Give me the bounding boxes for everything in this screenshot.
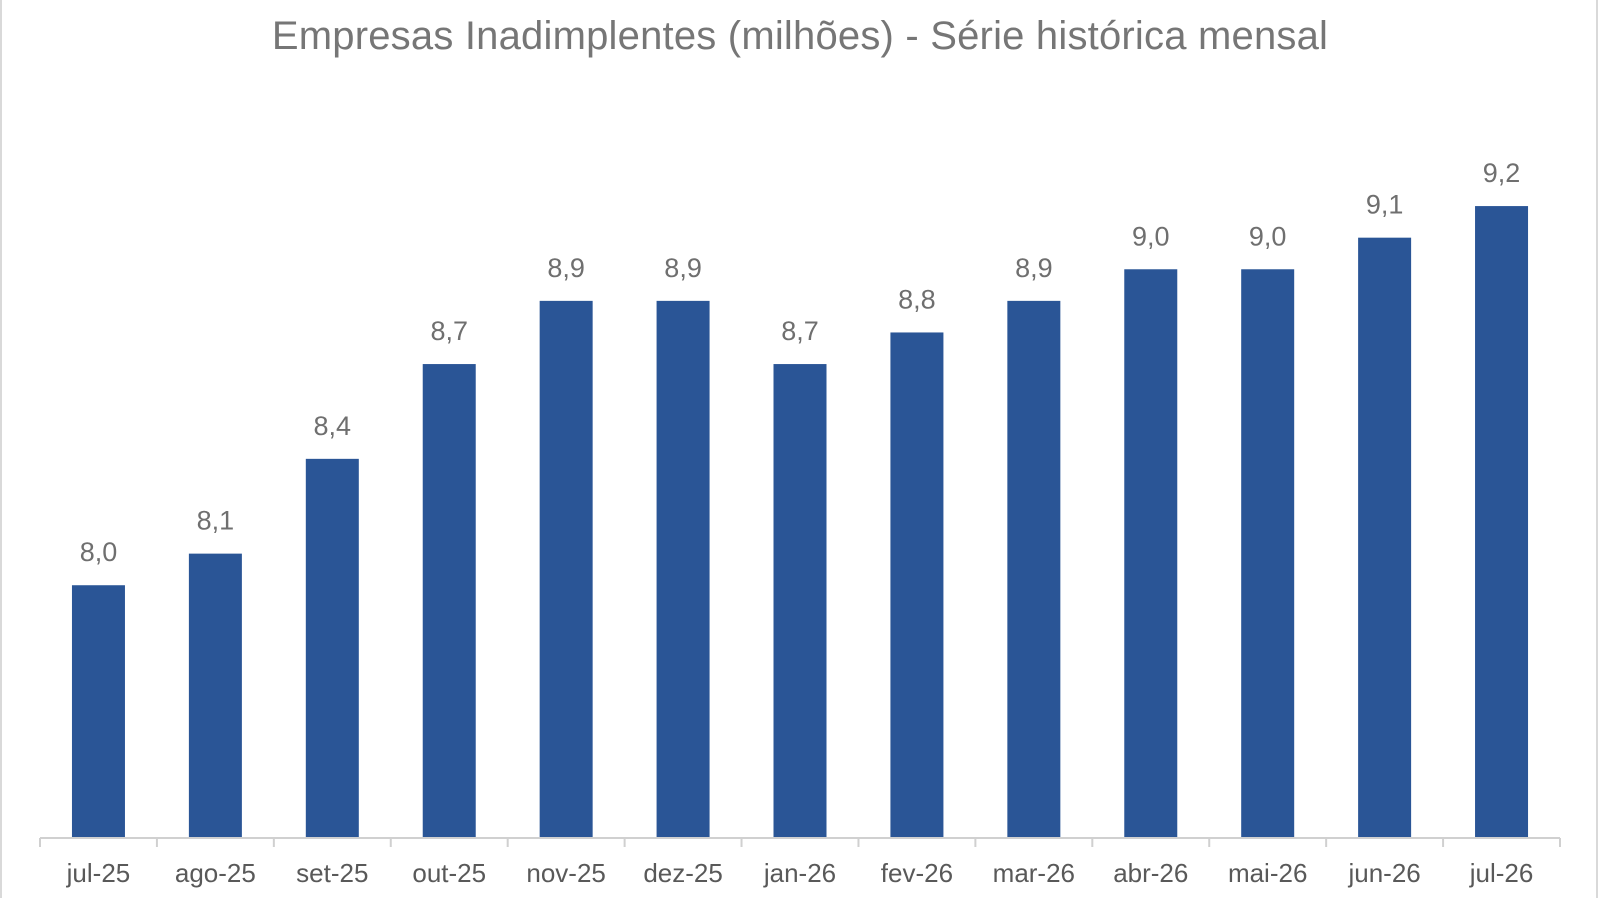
data-label-mai-26: 9,0 (1249, 221, 1287, 251)
bar-mar-26 (1007, 300, 1061, 838)
data-label-jun-26: 9,1 (1366, 190, 1404, 220)
x-tick-label-jan-26: jan-26 (763, 858, 836, 888)
x-axis-tick-labels-group: jul-25 ago-25 set-25 out-25 nov-25 dez-25 jan-… (66, 858, 1534, 888)
x-tick-label-dez-25: dez-25 (643, 858, 723, 888)
bar-jun-26 (1358, 237, 1412, 838)
bar-jul-25 (71, 585, 125, 838)
bar-mai-26 (1241, 269, 1295, 839)
x-tick-label-mai-26: mai-26 (1228, 858, 1307, 888)
chart-title: Empresas Inadimplentes (milhões) - Série… (271, 14, 1329, 58)
bar-dez-25 (656, 300, 710, 838)
data-labels-group: 8,0 8,1 8,4 8,7 8,9 8,9 8,7 8,8 8,9 9,0 9,0 9,1 9,2 (80, 158, 1521, 567)
x-tick-label-jul-26: jul-26 (1469, 858, 1534, 888)
x-tick-label-ago-25: ago-25 (175, 858, 256, 888)
bar-jan-26 (773, 364, 827, 838)
x-tick-label-jul-25: jul-25 (66, 858, 131, 888)
x-tick-label-abr-26: abr-26 (1113, 858, 1188, 888)
data-label-jul-25: 8,0 (80, 537, 118, 567)
bar-nov-25 (539, 300, 593, 838)
bar-ago-25 (188, 553, 242, 838)
x-tick-label-jun-26: jun-26 (1347, 858, 1420, 888)
data-label-ago-25: 8,1 (197, 506, 235, 536)
x-tick-label-mar-26: mar-26 (993, 858, 1075, 888)
bar-set-25 (305, 458, 359, 838)
data-label-nov-25: 8,9 (547, 253, 585, 283)
data-label-jan-26: 8,7 (781, 316, 819, 346)
x-tick-label-set-25: set-25 (296, 858, 368, 888)
data-label-abr-26: 9,0 (1132, 221, 1170, 251)
bar-abr-26 (1124, 269, 1178, 839)
x-tick-label-nov-25: nov-25 (526, 858, 606, 888)
bar-jul-26 (1475, 206, 1529, 838)
data-label-jul-26: 9,2 (1483, 158, 1521, 188)
data-label-out-25: 8,7 (430, 316, 468, 346)
bar-out-25 (422, 364, 476, 838)
x-axis-ticks-group (39, 838, 1561, 847)
data-label-fev-26: 8,8 (898, 284, 936, 314)
data-label-set-25: 8,4 (314, 411, 352, 441)
x-tick-label-fev-26: fev-26 (881, 858, 953, 888)
bar-fev-26 (890, 332, 944, 838)
bars-group (71, 206, 1529, 839)
data-label-dez-25: 8,9 (664, 253, 702, 283)
data-label-mar-26: 8,9 (1015, 253, 1053, 283)
x-tick-label-out-25: out-25 (412, 858, 486, 888)
